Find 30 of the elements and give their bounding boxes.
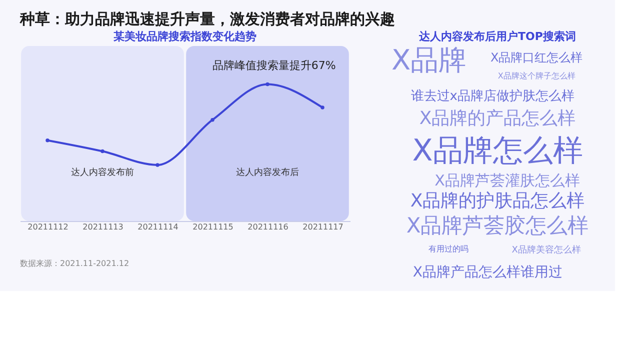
point [100,149,104,154]
point [320,106,324,110]
x-tick-label: 20211114 [138,222,178,232]
text: X品牌芦荟胶怎么样 [406,213,589,238]
x-tick-label: 20211116 [248,222,288,232]
text: X品牌的产品怎么样 [419,108,576,129]
x-tick-label: 20211117 [302,222,344,232]
x-tick-label: 20211113 [82,222,124,232]
point [210,118,214,122]
text: 达人内容发布后用户TOP搜索词 [418,30,576,43]
point [46,138,50,142]
x-tick-label: 20211112 [28,222,68,232]
text: X品牌 [391,43,467,76]
x-tick-label: 20211115 [192,222,234,232]
band-label: 达人内容发布后 [236,167,299,178]
source-note: 数据来源：2021.11-2021.12 [20,259,130,268]
text: X品牌口红怎么样 [490,50,583,65]
text: X品牌美容怎么样 [512,244,581,256]
text: 品牌峰值搜索量提升67% [212,59,336,72]
chart-title: 种草：助力品牌迅速提升声量，激发消费者对品牌的兴趣 [19,10,395,28]
band-label: 达人内容发布前 [71,167,134,178]
chart-subtitle: 某美妆品牌搜索指数变化趋势 [112,30,256,43]
text: X品牌这个牌子怎么样 [498,72,576,81]
text: 有用过的吗 [428,244,469,254]
point [156,163,160,167]
text: 谁去过x品牌店做护肤怎么样 [410,88,574,104]
text: X品牌怎么样 [412,134,583,169]
text: X品牌的护肤品怎么样 [410,190,585,212]
text: X品牌产品怎么样谁用过 [412,264,563,281]
text: X品牌芦荟灌肤怎么样 [434,171,580,190]
